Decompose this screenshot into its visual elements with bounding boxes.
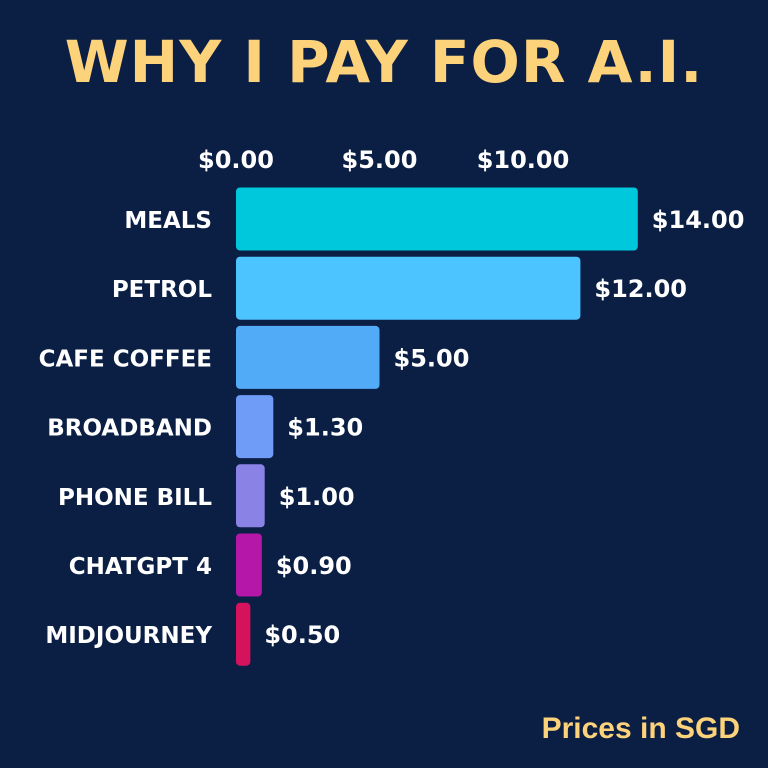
x-tick-label: $10.00 (477, 146, 570, 174)
x-axis-ticks: $0.00 $5.00 $10.00 (198, 146, 569, 174)
bar (236, 602, 251, 666)
data-label: $0.90 (276, 552, 352, 580)
bar (236, 256, 581, 320)
data-label: $0.50 (264, 621, 340, 649)
category-label: CAFE COFFEE (39, 346, 212, 372)
x-tick-label: $0.00 (198, 146, 274, 174)
bars: MEALS $14.00 PETROL $12.00 CAFE COFFEE $5.00 B… (39, 187, 745, 666)
bar (236, 395, 274, 459)
category-label: CHATGPT 4 (69, 554, 212, 580)
category-label: MEALS (124, 208, 212, 234)
bar (236, 187, 638, 251)
currency-note: Prices in SGD (541, 712, 740, 745)
category-label: MIDJOURNEY (45, 623, 212, 649)
data-label: $5.00 (394, 344, 470, 372)
category-label: PETROL (112, 277, 213, 303)
data-label: $1.30 (287, 414, 363, 442)
category-label: BROADBAND (47, 416, 212, 442)
data-label: $14.00 (652, 206, 745, 234)
bar (236, 533, 262, 597)
data-label: $1.00 (279, 483, 355, 511)
x-tick-label: $5.00 (342, 146, 418, 174)
bar (236, 464, 265, 528)
bar (236, 325, 380, 389)
data-label: $12.00 (594, 275, 687, 303)
chart-title: WHY I PAY FOR A.I. (64, 28, 704, 96)
category-label: PHONE BILL (58, 485, 212, 511)
